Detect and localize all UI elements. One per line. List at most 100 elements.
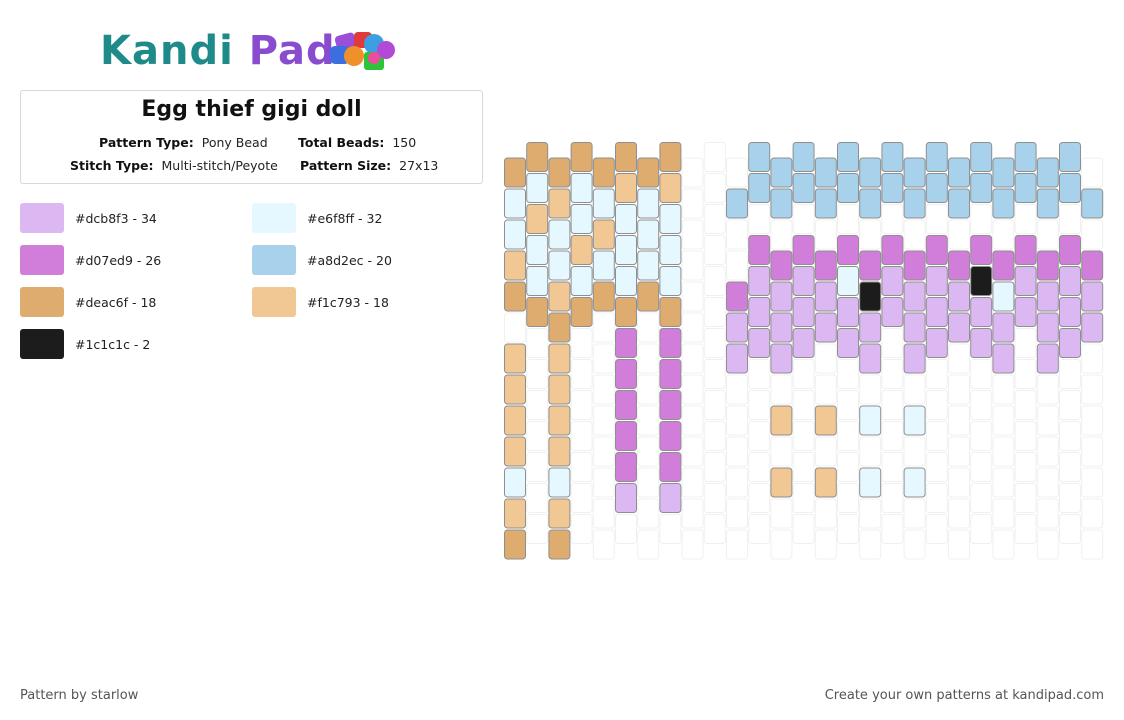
bead xyxy=(548,281,571,312)
bead xyxy=(859,188,882,219)
bead xyxy=(814,250,837,281)
empty-bead-slot xyxy=(570,421,593,451)
empty-bead-slot xyxy=(681,312,704,343)
create-patterns-link[interactable]: Create your own patterns at kandipad.com xyxy=(824,688,1104,703)
empty-bead-slot xyxy=(526,359,549,389)
empty-bead-slot xyxy=(526,421,549,451)
empty-bead-slot xyxy=(526,483,549,513)
legend-label: #dcb8f3 - 34 xyxy=(75,210,157,226)
bead xyxy=(548,405,571,436)
empty-bead-slot xyxy=(1036,467,1059,498)
empty-bead-slot xyxy=(703,328,726,358)
bead xyxy=(504,405,526,436)
empty-bead-slot xyxy=(681,343,704,374)
empty-bead-slot xyxy=(948,405,970,436)
pattern-size-label: Pattern Size: xyxy=(300,158,392,173)
empty-bead-slot xyxy=(792,483,815,513)
bead xyxy=(526,173,549,203)
bead xyxy=(615,483,637,513)
bead xyxy=(970,266,993,296)
empty-bead-slot xyxy=(726,467,748,498)
total-beads-value: 150 xyxy=(392,135,417,150)
bead xyxy=(970,235,993,265)
empty-bead-slot xyxy=(881,421,904,451)
bead xyxy=(748,328,771,358)
empty-bead-slot xyxy=(592,467,615,498)
bead xyxy=(504,498,526,529)
empty-bead-slot xyxy=(903,219,926,250)
empty-bead-slot xyxy=(703,452,726,482)
bead xyxy=(548,467,571,498)
bead xyxy=(992,188,1015,219)
bead xyxy=(637,219,660,250)
empty-bead-slot xyxy=(1014,204,1037,234)
bead xyxy=(1014,173,1037,203)
empty-bead-slot xyxy=(992,374,1015,405)
bead xyxy=(792,173,815,203)
bead xyxy=(881,297,904,327)
empty-bead-slot xyxy=(748,452,771,482)
bead xyxy=(903,250,926,281)
empty-bead-slot xyxy=(770,436,793,467)
empty-bead-slot xyxy=(748,483,771,513)
bead xyxy=(526,266,549,296)
pattern-size-row: Pattern Size: 27x13 xyxy=(300,158,438,173)
bead xyxy=(903,312,926,343)
bead xyxy=(659,359,682,389)
bead xyxy=(881,235,904,265)
empty-bead-slot xyxy=(615,514,637,544)
legend-item: #f1c793 - 18 xyxy=(252,286,389,318)
pattern-size-value: 27x13 xyxy=(399,158,439,173)
empty-bead-slot xyxy=(637,436,660,467)
empty-bead-slot xyxy=(703,142,726,172)
empty-bead-slot xyxy=(726,250,748,281)
empty-bead-slot xyxy=(1036,219,1059,250)
empty-bead-slot xyxy=(726,436,748,467)
empty-bead-slot xyxy=(637,405,660,436)
bead xyxy=(570,204,593,234)
bead xyxy=(903,405,926,436)
bead xyxy=(1081,250,1104,281)
empty-bead-slot xyxy=(1059,359,1081,389)
empty-bead-slot xyxy=(637,498,660,529)
bead xyxy=(1081,188,1104,219)
bead xyxy=(948,188,970,219)
empty-bead-slot xyxy=(992,498,1015,529)
empty-bead-slot xyxy=(726,219,748,250)
bead xyxy=(948,250,970,281)
empty-bead-slot xyxy=(948,219,970,250)
empty-bead-slot xyxy=(1014,452,1037,482)
bead xyxy=(615,359,637,389)
bead xyxy=(592,157,615,188)
empty-bead-slot xyxy=(748,514,771,544)
bead xyxy=(1014,235,1037,265)
empty-bead-slot xyxy=(703,235,726,265)
empty-bead-slot xyxy=(570,390,593,420)
empty-bead-slot xyxy=(970,421,993,451)
empty-bead-slot xyxy=(1036,498,1059,529)
empty-bead-slot xyxy=(703,204,726,234)
bead xyxy=(837,173,859,203)
empty-bead-slot xyxy=(703,266,726,296)
empty-bead-slot xyxy=(881,390,904,420)
bead xyxy=(814,467,837,498)
empty-bead-slot xyxy=(970,390,993,420)
bead xyxy=(548,374,571,405)
empty-bead-slot xyxy=(948,529,970,560)
empty-bead-slot xyxy=(881,328,904,358)
empty-bead-slot xyxy=(792,452,815,482)
bead xyxy=(659,483,682,513)
empty-bead-slot xyxy=(1081,219,1104,250)
empty-bead-slot xyxy=(526,390,549,420)
legend-item: #e6f8ff - 32 xyxy=(252,202,382,234)
empty-bead-slot xyxy=(970,204,993,234)
empty-bead-slot xyxy=(726,157,748,188)
empty-bead-slot xyxy=(681,436,704,467)
beads-logo-icon xyxy=(330,32,395,70)
bead xyxy=(748,266,771,296)
kandipad-logo[interactable]: Kandi Pad xyxy=(100,26,410,76)
legend-label: #d07ed9 - 26 xyxy=(75,252,162,268)
empty-bead-slot xyxy=(1036,529,1059,560)
bead xyxy=(659,142,682,172)
bead xyxy=(837,297,859,327)
